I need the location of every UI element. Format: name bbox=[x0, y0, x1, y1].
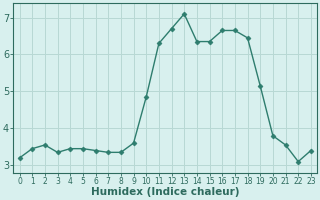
X-axis label: Humidex (Indice chaleur): Humidex (Indice chaleur) bbox=[91, 187, 239, 197]
